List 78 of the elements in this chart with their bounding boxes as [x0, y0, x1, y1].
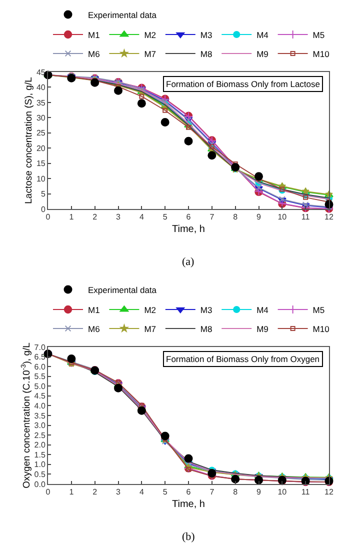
x-tick-label: 7 [210, 212, 215, 222]
x-tick-label: 2 [92, 212, 98, 222]
x-tick-label: 6 [186, 212, 192, 222]
y-tick-label: 45 [36, 68, 46, 77]
y-tick-label: 40 [36, 83, 46, 92]
x-axis-title: Time, h [172, 499, 205, 510]
annotation: Formation of Biomass Only from Oxygen [166, 354, 320, 364]
x-tick-label: 11 [301, 212, 310, 222]
y-axis-title: Lactose concentration (S), g/L [24, 77, 35, 204]
text: (a) [182, 256, 195, 268]
x-tick-label: 7 [210, 488, 215, 497]
x-tick-label: 8 [233, 212, 238, 222]
y-tick-label: 0.0 [34, 480, 46, 489]
legend-label: M10 [312, 48, 330, 59]
legend-label: M3 [200, 30, 212, 40]
legend-label: M5 [312, 304, 325, 315]
x-tick-label: 12 [324, 212, 334, 222]
legend-label: M9 [256, 324, 269, 334]
y-tick-label: 20 [36, 144, 46, 153]
x-tick-label: 12 [324, 488, 334, 497]
y-tick-label: 2.0 [34, 440, 46, 450]
legend-label: M7 [144, 324, 156, 334]
legend-label: Experimental data [88, 10, 157, 20]
x-axis-title: Time, h [172, 224, 205, 236]
x-tick-label: 5 [162, 488, 168, 497]
x-tick-label: 9 [256, 488, 262, 497]
x-tick-label: 1 [69, 212, 74, 222]
legend-label: Experimental data [88, 284, 157, 295]
x-tick-label: 11 [301, 488, 310, 497]
x-tick-label: 4 [139, 488, 144, 497]
legend-label: M2 [144, 30, 156, 40]
y-tick-label: 0 [40, 204, 46, 214]
y-tick-label: 1.0 [34, 460, 46, 470]
y-tick-label: 5 [40, 190, 46, 199]
x-tick-label: 8 [233, 488, 238, 497]
legend-label: M2 [144, 304, 156, 315]
x-tick-label: 3 [116, 212, 122, 222]
legend-label: M10 [312, 324, 330, 334]
y-tick-label: 1.5 [34, 450, 46, 460]
legend-label: M4 [256, 30, 269, 40]
x-tick-label: 1 [69, 488, 74, 497]
y-tick-label: 30 [36, 113, 46, 122]
x-tick-label: 4 [139, 212, 144, 222]
legend-label: M8 [200, 324, 212, 334]
y-tick-label: 0.5 [34, 470, 46, 480]
legend-label: M1 [88, 30, 100, 40]
y-tick-label: 5.0 [34, 382, 46, 391]
annotation: Formation of Biomass Only from Lactose [166, 79, 320, 89]
text: (b) [182, 531, 196, 543]
legend-label: M4 [256, 304, 269, 315]
y-tick-label: 10 [36, 174, 46, 184]
legend-label: M6 [88, 324, 100, 334]
y-tick-label: 4.5 [34, 392, 46, 401]
y-tick-label: 5.5 [34, 372, 46, 382]
y-tick-label: 7.0 [34, 342, 46, 352]
y-tick-label: 2.5 [34, 430, 46, 440]
y-tick-label: 6.5 [34, 352, 46, 362]
y-tick-label: 25 [36, 128, 46, 138]
y-tick-label: 15 [36, 159, 46, 168]
x-tick-label: 10 [278, 488, 288, 497]
y-tick-label: 35 [36, 98, 46, 108]
legend-label: M8 [200, 48, 212, 59]
x-tick-label: 10 [278, 212, 288, 222]
legend-label: M5 [312, 30, 325, 40]
legend-label: M6 [88, 48, 100, 59]
legend-label: M9 [256, 48, 269, 59]
y-tick-label: 3.0 [34, 421, 46, 430]
legend-label: M1 [88, 304, 100, 315]
x-tick-label: 9 [256, 212, 262, 222]
y-tick-label: 4.0 [34, 402, 46, 411]
x-tick-label: 6 [186, 488, 192, 497]
x-tick-label: 2 [92, 488, 98, 497]
x-tick-label: 3 [116, 488, 122, 497]
legend-label: M7 [144, 48, 156, 59]
y-tick-label: 3.5 [34, 411, 46, 420]
y-tick-label: 6.0 [34, 362, 46, 372]
legend-label: M3 [200, 304, 212, 315]
x-tick-label: 5 [162, 212, 168, 222]
